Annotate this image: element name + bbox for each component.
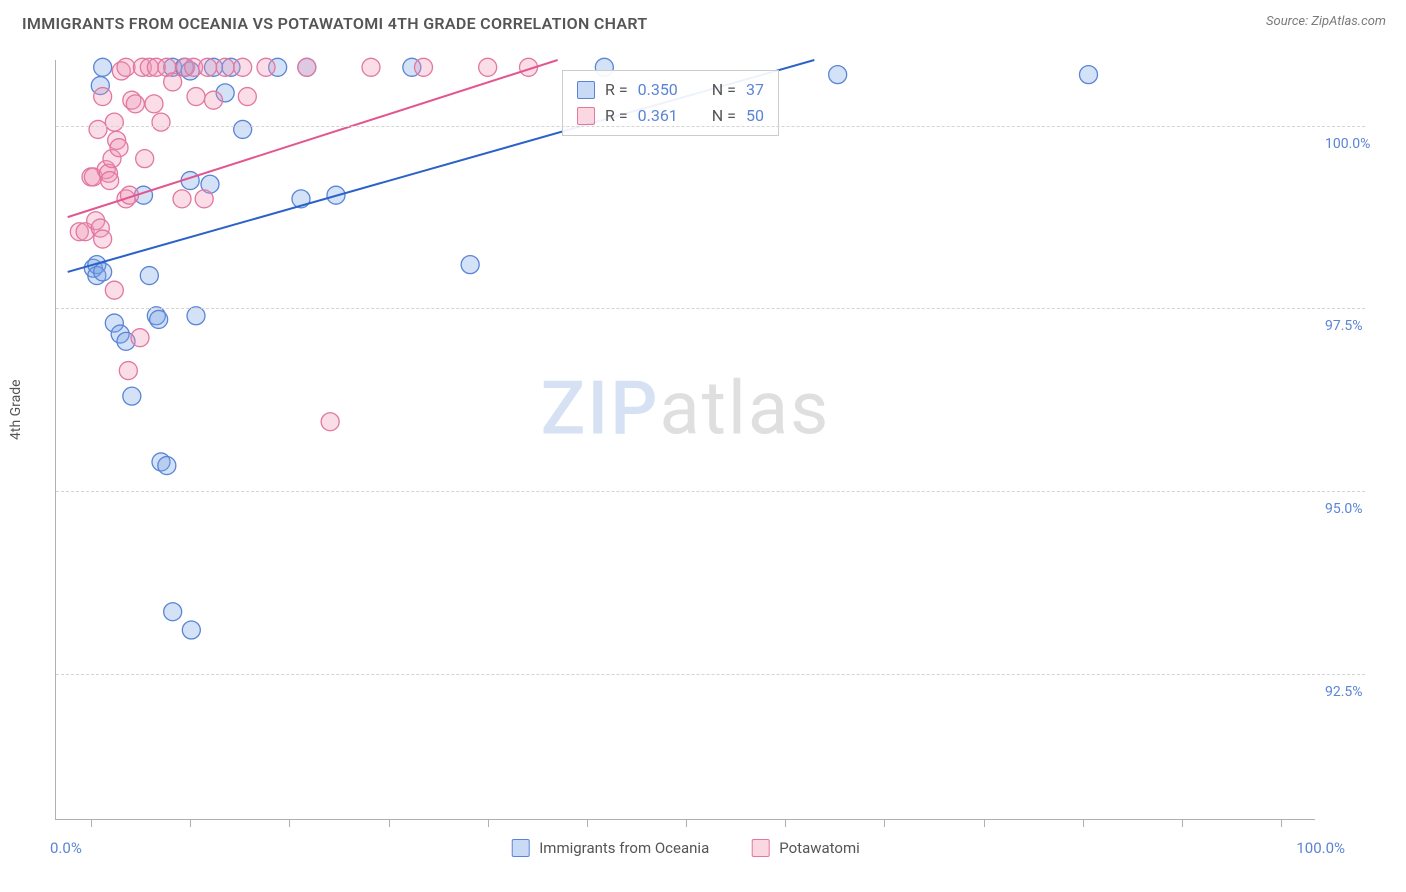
data-point (199, 58, 217, 76)
x-tick (1083, 819, 1084, 827)
data-point (110, 139, 128, 157)
data-point (461, 256, 479, 274)
plot-svg (56, 60, 1315, 819)
trend-line (68, 60, 558, 217)
data-point (216, 58, 234, 76)
x-axis-min-label: 0.0% (50, 839, 82, 857)
y-axis-label: 4th Grade (8, 379, 24, 440)
chart-header: IMMIGRANTS FROM OCEANIA VS POTAWATOMI 4T… (0, 0, 1406, 50)
x-tick (785, 819, 786, 827)
legend-item: Potawatomi (751, 839, 860, 857)
data-point (105, 113, 123, 131)
data-point (187, 307, 205, 325)
legend: Immigrants from Oceania Potawatomi (511, 839, 860, 857)
data-point (1080, 66, 1098, 84)
plot-region: ZIPatlas R = 0.350N = 37R = 0.361N = 50 … (55, 60, 1315, 820)
legend-item: Immigrants from Oceania (511, 839, 709, 857)
x-tick (289, 819, 290, 827)
data-point (257, 58, 275, 76)
data-point (140, 267, 158, 285)
x-tick (389, 819, 390, 827)
data-point (152, 113, 170, 131)
data-point (182, 621, 200, 639)
legend-swatch (511, 839, 529, 857)
data-point (131, 329, 149, 347)
chart-title: IMMIGRANTS FROM OCEANIA VS POTAWATOMI 4T… (22, 14, 648, 33)
data-point (101, 172, 119, 190)
x-tick (1182, 819, 1183, 827)
data-point (298, 58, 316, 76)
data-point (205, 91, 223, 109)
data-point (187, 88, 205, 106)
data-point (164, 73, 182, 91)
data-point (94, 58, 112, 76)
legend-label: Immigrants from Oceania (539, 839, 709, 857)
y-tick-label: 100.0% (1325, 136, 1393, 152)
data-point (479, 58, 497, 76)
x-tick (190, 819, 191, 827)
data-point (89, 120, 107, 138)
gridline (56, 674, 1365, 675)
n-value: 37 (746, 77, 764, 103)
x-tick (1281, 819, 1282, 827)
r-value: 0.350 (638, 77, 678, 103)
gridline (56, 308, 1365, 309)
data-point (105, 281, 123, 299)
data-point (829, 66, 847, 84)
gridline (56, 126, 1365, 127)
y-tick-label: 92.5% (1325, 684, 1393, 700)
data-point (362, 58, 380, 76)
data-point (123, 387, 141, 405)
data-point (158, 457, 176, 475)
legend-swatch (751, 839, 769, 857)
data-point (234, 58, 252, 76)
data-point (126, 95, 144, 113)
data-point (94, 263, 112, 281)
data-point (117, 58, 135, 76)
y-tick-label: 95.0% (1325, 501, 1393, 517)
x-tick (488, 819, 489, 827)
n-label: N = (712, 77, 736, 103)
gridline (56, 491, 1365, 492)
data-point (173, 190, 191, 208)
x-tick (91, 819, 92, 827)
chart-source: Source: ZipAtlas.com (1266, 14, 1386, 29)
swatch-pink (577, 107, 595, 125)
y-tick-label: 97.5% (1325, 318, 1393, 334)
data-point (94, 230, 112, 248)
x-tick (686, 819, 687, 827)
x-axis-max-label: 100.0% (1296, 839, 1345, 857)
chart-area: 4th Grade ZIPatlas R = 0.350N = 37R = 0.… (0, 50, 1406, 892)
r-label: R = (605, 77, 628, 103)
data-point (94, 88, 112, 106)
swatch-blue (577, 81, 595, 99)
data-point (195, 190, 213, 208)
data-point (164, 603, 182, 621)
x-tick (884, 819, 885, 827)
data-point (119, 362, 137, 380)
data-point (234, 120, 252, 138)
data-point (145, 95, 163, 113)
data-point (150, 310, 168, 328)
data-point (415, 58, 433, 76)
data-point (238, 88, 256, 106)
x-tick (587, 819, 588, 827)
x-tick (984, 819, 985, 827)
data-point (321, 413, 339, 431)
data-point (136, 150, 154, 168)
legend-label: Potawatomi (779, 839, 860, 857)
stat-row: R = 0.350 N = 37 (577, 77, 764, 103)
